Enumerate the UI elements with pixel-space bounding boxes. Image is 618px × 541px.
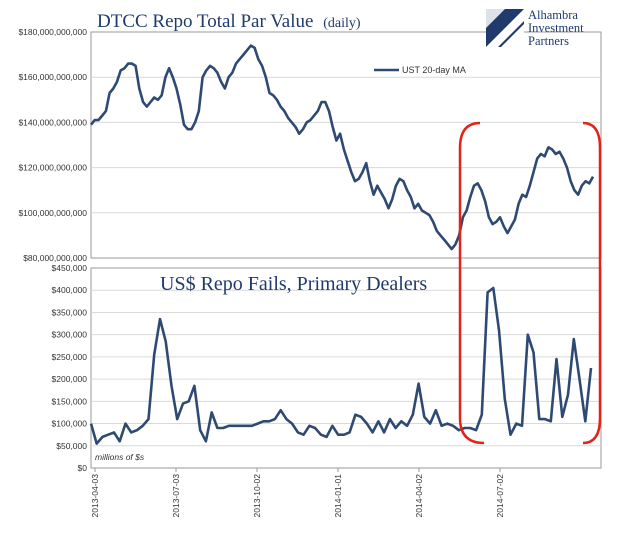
highlight-bracket-right — [582, 121, 602, 445]
bottom-y-tick-label: $300,000 — [52, 330, 88, 340]
logo: Alhambra Investment Partners — [486, 8, 584, 48]
x-axis: 2013-04-03 2013-07-03 2013-10-02 2014-01-01… — [90, 468, 505, 517]
bottom-chart-title: US$ Repo Fails, Primary Dealers — [160, 273, 427, 295]
top-y-tick-label: $160,000,000,000 — [18, 72, 87, 82]
top-chart-subtitle: (daily) — [323, 16, 361, 31]
bottom-y-tick-label: $250,000 — [52, 352, 88, 362]
bottom-y-tick-label: $200,000 — [52, 374, 88, 384]
bottom-y-tick-label: $100,000 — [52, 419, 88, 429]
logo-line-1: Alhambra — [528, 8, 578, 22]
top-y-tick-label: $100,000,000,000 — [18, 208, 87, 218]
x-tick-label: 2014-04-02 — [414, 474, 424, 518]
top-y-tick-label: $140,000,000,000 — [18, 117, 87, 127]
top-y-tick-label: $80,000,000,000 — [23, 253, 87, 263]
x-tick-label: 2013-10-02 — [252, 474, 262, 518]
logo-line-3: Partners — [528, 34, 569, 48]
bottom-y-tick-label: $400,000 — [52, 285, 88, 295]
top-panel: $180,000,000,000 $160,000,000,000 $140,000… — [18, 27, 602, 263]
x-tick-label: 2014-07-02 — [495, 474, 505, 518]
top-chart-title: DTCC Repo Total Par Value (daily) — [97, 11, 361, 32]
highlight-bracket-left — [458, 121, 485, 445]
bottom-y-tick-label: $450,000 — [52, 263, 88, 273]
legend-label: UST 20-day MA — [402, 65, 466, 75]
x-tick-label: 2014-01-01 — [333, 474, 343, 518]
x-tick-label: 2013-04-03 — [90, 474, 100, 518]
bottom-y-axis: $450,000 $400,000 $350,000 $300,000 $250,000… — [52, 263, 88, 473]
top-series-line — [89, 44, 595, 251]
bottom-y-tick-label: $350,000 — [52, 307, 88, 317]
bottom-y-tick-label: $50,000 — [56, 441, 87, 451]
top-series — [89, 44, 595, 251]
legend: UST 20-day MA — [374, 65, 466, 75]
bottom-series-line — [89, 286, 593, 445]
top-chart-title-text: DTCC Repo Total Par Value — [97, 11, 313, 32]
bottom-y-tick-label: $150,000 — [52, 396, 88, 406]
bottom-series — [89, 286, 593, 445]
top-y-axis: $180,000,000,000 $160,000,000,000 $140,000… — [18, 27, 87, 263]
top-y-tick-label: $120,000,000,000 — [18, 163, 87, 173]
x-tick-label: 2013-07-03 — [171, 474, 181, 518]
top-y-tick-label: $180,000,000,000 — [18, 27, 87, 37]
logo-line-2: Investment — [528, 21, 584, 35]
units-note: millions of $s — [95, 452, 145, 462]
bottom-y-tick-label: $0 — [78, 463, 88, 473]
bottom-panel: $450,000 $400,000 $350,000 $300,000 $250,000… — [52, 263, 602, 517]
flag-logo-icon — [486, 9, 524, 47]
